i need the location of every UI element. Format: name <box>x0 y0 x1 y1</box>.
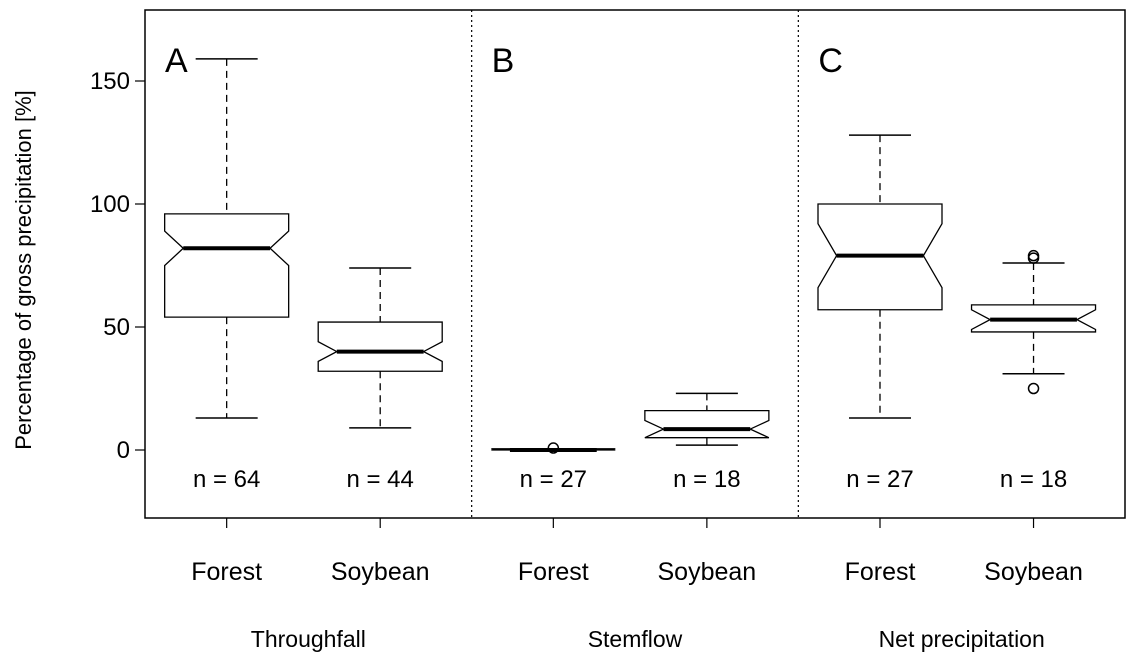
sample-size-label: n = 27 <box>520 466 587 493</box>
x-category-label: Forest <box>191 558 262 586</box>
x-category-label: Soybean <box>658 558 757 586</box>
plot-frame <box>144 9 1126 519</box>
x-category-label: Soybean <box>331 558 430 586</box>
sample-size-label: n = 27 <box>846 466 913 493</box>
notched-box <box>164 213 290 318</box>
group-label: Stemflow <box>588 626 683 652</box>
y-tick-label: 0 <box>117 437 130 464</box>
sample-size-label: n = 18 <box>673 466 740 493</box>
x-category-label: Forest <box>845 558 916 586</box>
outlier-point <box>1027 382 1040 395</box>
plot-area: 0 50 100 150 A Throughfall Forest n = 64 Soybean… <box>90 9 1126 652</box>
panel-letter-c: C <box>818 42 843 80</box>
panel-letter-a: A <box>165 42 188 80</box>
group-label: Throughfall <box>251 626 366 652</box>
outlier-point <box>1027 249 1040 262</box>
y-tick-label: 100 <box>90 191 130 218</box>
group-label: Net precipitation <box>879 626 1045 652</box>
panel-letter-b: B <box>492 42 515 80</box>
sample-size-label: n = 64 <box>193 466 260 493</box>
y-axis-label: Percentage of gross precipitation [%] <box>11 90 36 450</box>
notched-box <box>644 409 770 439</box>
x-category-label: Soybean <box>984 558 1083 586</box>
sample-size-label: n = 18 <box>1000 466 1067 493</box>
sample-size-label: n = 44 <box>346 466 413 493</box>
y-tick-label: 150 <box>90 68 130 95</box>
notched-box <box>317 321 443 372</box>
y-tick-label: 50 <box>103 314 130 341</box>
outlier-point <box>547 442 560 454</box>
x-category-label: Forest <box>518 558 589 586</box>
